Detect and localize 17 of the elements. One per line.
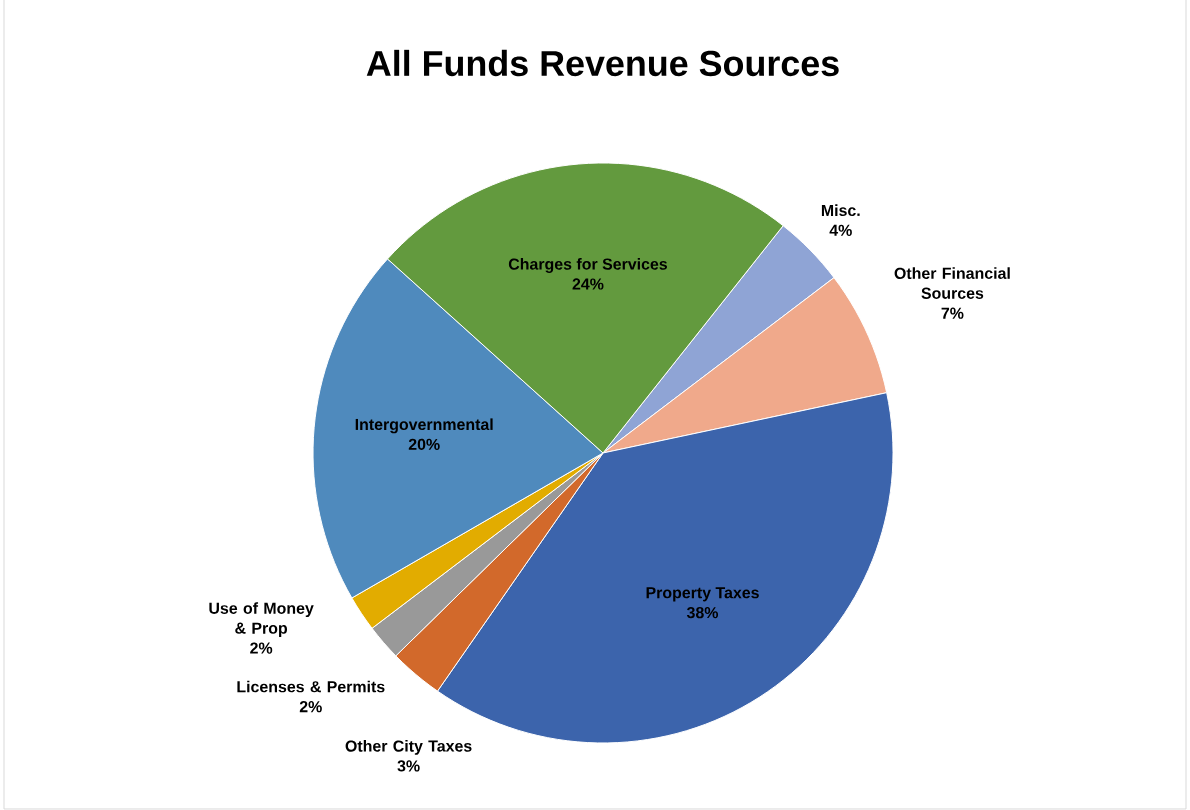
data-label: 2% xyxy=(250,642,273,654)
slice-label: Charges for Services xyxy=(508,258,668,273)
slice-label: Intergovernmental xyxy=(355,418,493,434)
data-label: 4% xyxy=(829,224,852,236)
data-label: 24% xyxy=(572,278,604,290)
data-label: 2% xyxy=(299,701,322,713)
slice-label: Other Financial Sources xyxy=(894,267,1010,299)
slice-label: Property Taxes xyxy=(646,587,759,602)
slice-label: Use of Money & Prop xyxy=(209,602,314,637)
slice-label: Licenses & Permits xyxy=(237,680,385,693)
slice-label: Other City Taxes xyxy=(345,739,472,755)
slice-label: Misc. xyxy=(821,204,860,217)
data-label: 7% xyxy=(941,307,964,319)
data-label: 20% xyxy=(408,438,440,451)
data-label: 3% xyxy=(397,760,420,772)
chart-title: All Funds Revenue Sources xyxy=(366,49,839,77)
data-label: 38% xyxy=(686,606,719,619)
